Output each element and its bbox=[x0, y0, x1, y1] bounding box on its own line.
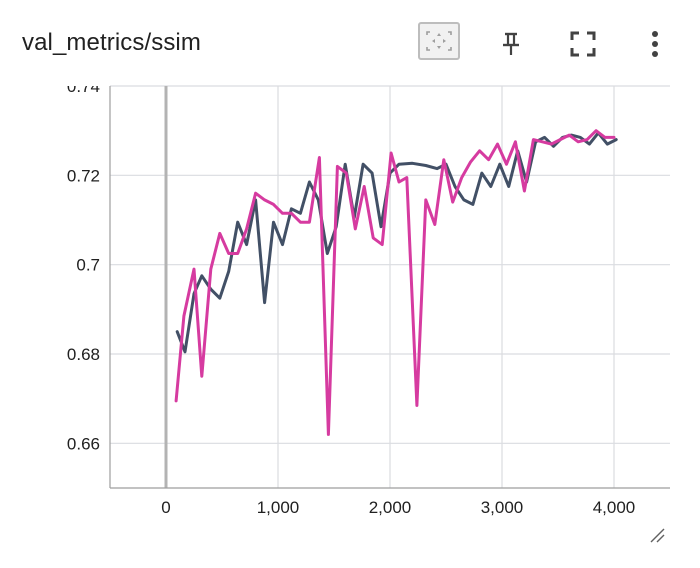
x-tick-label: 0 bbox=[161, 498, 170, 517]
pin-icon bbox=[503, 32, 519, 55]
x-tick-label: 3,000 bbox=[481, 498, 524, 517]
y-tick-label: 0.74 bbox=[67, 77, 100, 96]
more-options-button[interactable] bbox=[635, 24, 675, 64]
y-tick-label: 0.68 bbox=[67, 345, 100, 364]
y-tick-label: 0.72 bbox=[67, 166, 100, 185]
fit-domain-icon bbox=[426, 31, 452, 51]
card-header: val_metrics/ssim bbox=[0, 0, 700, 86]
x-tick-label: 1,000 bbox=[257, 498, 300, 517]
x-tick-label: 2,000 bbox=[369, 498, 412, 517]
resize-handle-icon bbox=[650, 528, 665, 543]
fullscreen-icon bbox=[570, 31, 596, 57]
x-tick-label: 4,000 bbox=[593, 498, 636, 517]
chart-title: val_metrics/ssim bbox=[22, 29, 201, 56]
more-vert-icon bbox=[652, 31, 658, 57]
y-tick-label: 0.7 bbox=[76, 256, 100, 275]
fullscreen-button[interactable] bbox=[563, 24, 603, 64]
y-tick-label: 0.66 bbox=[67, 434, 100, 453]
pin-button[interactable] bbox=[491, 24, 531, 64]
series-line-2[interactable] bbox=[174, 129, 616, 436]
fit-domain-button[interactable] bbox=[418, 22, 460, 60]
resize-handle[interactable] bbox=[648, 526, 666, 544]
